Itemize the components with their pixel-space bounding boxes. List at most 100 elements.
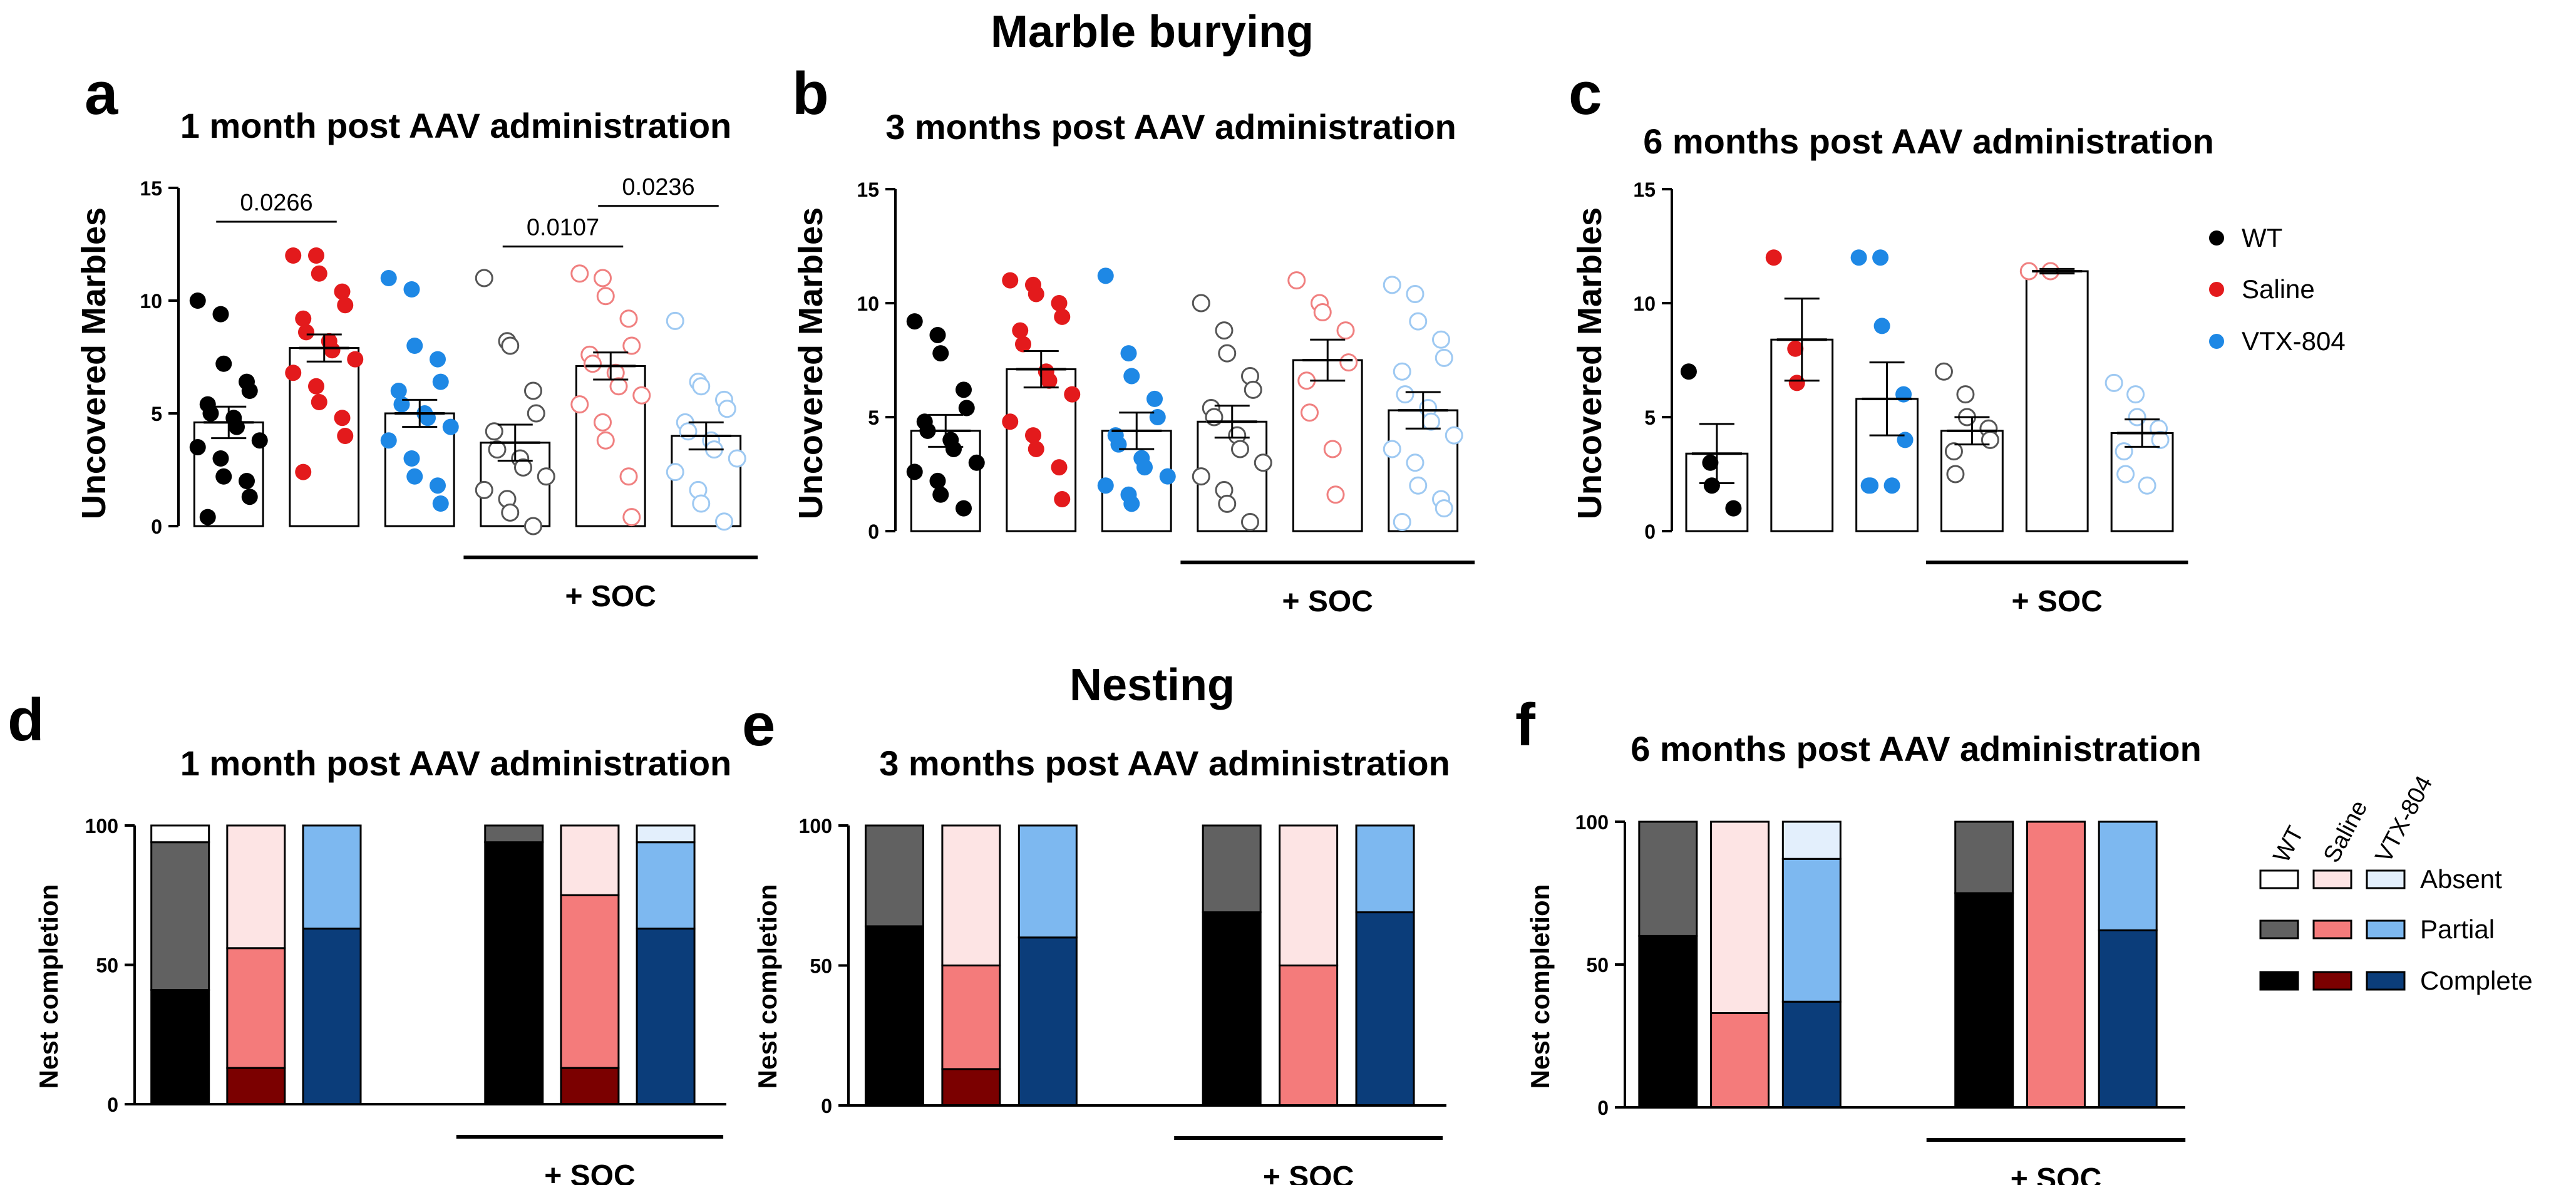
point-b-saline-soc (1326, 485, 1345, 504)
point-a-wt-soc (501, 336, 520, 355)
plot-e: 0 50 100 + SOC (799, 815, 1446, 1185)
stack-bar-d-wt-complete (150, 989, 210, 1105)
point-a-wt (215, 355, 232, 372)
point-b-saline (1014, 336, 1031, 353)
point-b-vtx-804-soc (1409, 312, 1428, 331)
point-a-saline (311, 265, 327, 282)
point-b-wt-soc (1244, 380, 1262, 399)
point-b-vtx-804-soc (1432, 330, 1451, 349)
point-a-saline (307, 378, 324, 395)
point-a-wt (239, 473, 255, 489)
panel-title-f: 6 months post AAV administration (1631, 729, 2202, 768)
legend-label-vtx-804: VTX-804 (2242, 326, 2346, 356)
point-b-wt (958, 400, 975, 417)
point-b-wt (906, 313, 923, 330)
stack-bar-e-vtx-804-partial (1018, 824, 1078, 939)
point-b-saline-soc (1323, 440, 1342, 458)
stack-bar-e-saline-complete (941, 1068, 1001, 1107)
point-c-vtx-804 (1873, 318, 1890, 334)
nest-swatch-wt-partial (2259, 919, 2299, 939)
stack-bar-e-wt-partial (864, 824, 924, 928)
point-b-vtx-804-soc (1383, 440, 1401, 458)
soc-label-a: + SOC (565, 580, 656, 613)
y-tick-label-e: 50 (810, 955, 832, 978)
stack-bar-e-saline-absent (941, 824, 1001, 966)
point-a-wt (241, 383, 258, 399)
point-a-saline-soc (619, 467, 638, 486)
point-c-vtx-804 (1883, 477, 1900, 494)
stack-bar-f-vtx-804-partial (1781, 857, 1842, 1003)
point-a-saline-soc (593, 413, 612, 432)
point-a-saline-soc (619, 309, 638, 328)
soc-label-e: + SOC (1263, 1161, 1354, 1185)
point-b-vtx-804 (1120, 345, 1137, 362)
point-a-wt (241, 489, 258, 505)
stack-bar-e-saline-soc-absent (1279, 824, 1339, 966)
point-a-vtx-804 (403, 281, 420, 298)
panel-letter-e: e (742, 691, 775, 758)
soc-label-b: + SOC (1282, 585, 1373, 618)
point-a-saline (334, 410, 351, 427)
point-a-wt (189, 292, 206, 309)
point-a-vtx-804 (406, 468, 423, 485)
point-b-saline (1064, 386, 1081, 403)
point-c-wt-soc (1981, 430, 1999, 449)
point-b-saline-soc (1336, 321, 1355, 340)
point-b-wt (956, 381, 972, 398)
point-b-saline-soc (1287, 271, 1306, 290)
point-b-vtx-804-soc (1396, 385, 1414, 404)
stack-bar-e-vtx-804-complete (1018, 936, 1078, 1107)
point-b-vtx-804 (1123, 495, 1140, 512)
point-b-vtx-804 (1123, 368, 1140, 385)
stack-bar-e-saline-soc-partial (1279, 965, 1339, 1107)
point-a-saline-soc (622, 336, 641, 355)
point-a-wt-soc (488, 440, 507, 459)
stack-bar-f-vtx-804-complete (1781, 1000, 1842, 1109)
point-c-vtx-804 (1862, 477, 1879, 494)
y-tick-label-e: 100 (799, 815, 832, 837)
point-b-saline (1054, 308, 1071, 325)
stack-bar-e-wt-soc-complete (1202, 911, 1262, 1107)
nest-legend-header-wt: WT (2269, 822, 2309, 867)
point-b-vtx-804-soc (1435, 348, 1453, 367)
point-a-vtx-804 (380, 432, 397, 449)
stack-bar-e-wt-soc-partial (1202, 824, 1262, 914)
panel-a: a 1 month post AAV administration Uncove… (75, 60, 758, 613)
point-a-saline (311, 394, 327, 410)
point-a-wt (202, 405, 219, 422)
legend-label-wt: WT (2242, 223, 2282, 252)
point-b-wt-soc (1218, 344, 1237, 363)
plot-b: 0 5 10 15 + SOC (857, 179, 1475, 618)
point-b-wt (932, 345, 949, 362)
panel-f: f 6 months post AAV administration Nest … (1515, 691, 2202, 1185)
legend-marker-vtx-804 (2209, 334, 2224, 349)
stack-bar-d-saline-soc-absent (560, 824, 620, 896)
point-a-vtx-804-soc (692, 494, 711, 513)
soc-label-d: + SOC (544, 1159, 635, 1185)
panel-e: e 3 months post AAV administration Nest … (742, 691, 1450, 1185)
y-tick-label-c: 10 (1633, 292, 1656, 315)
p-value-a-1: 0.0107 (527, 215, 599, 241)
point-b-vtx-804-soc (1422, 412, 1441, 431)
point-b-wt (929, 472, 946, 489)
point-b-saline (1041, 372, 1058, 389)
point-a-saline (307, 247, 324, 264)
stack-bar-f-wt-partial (1638, 820, 1698, 937)
point-c-vtx-804 (1872, 249, 1889, 266)
y-axis-label-d: Nest completion (34, 884, 63, 1089)
point-a-saline (297, 324, 314, 341)
point-a-saline-soc (583, 354, 602, 373)
legend-item-saline: Saline (2209, 274, 2315, 304)
stack-bar-f-vtx-804-soc-partial (2098, 820, 2158, 931)
marble-legend: WT Saline VTX-804 (2209, 223, 2346, 356)
y-tick-label-d: 50 (96, 955, 118, 977)
point-a-vtx-804-soc (715, 512, 734, 531)
point-b-wt-soc (1192, 294, 1210, 313)
point-a-saline (295, 310, 312, 327)
y-axis-label-a: Uncovered Marbles (75, 207, 113, 519)
point-a-vtx-804 (432, 495, 449, 512)
y-tick-label-b: 15 (857, 179, 879, 201)
panel-title-c: 6 months post AAV administration (1643, 122, 2214, 161)
point-a-vtx-804 (393, 396, 410, 413)
